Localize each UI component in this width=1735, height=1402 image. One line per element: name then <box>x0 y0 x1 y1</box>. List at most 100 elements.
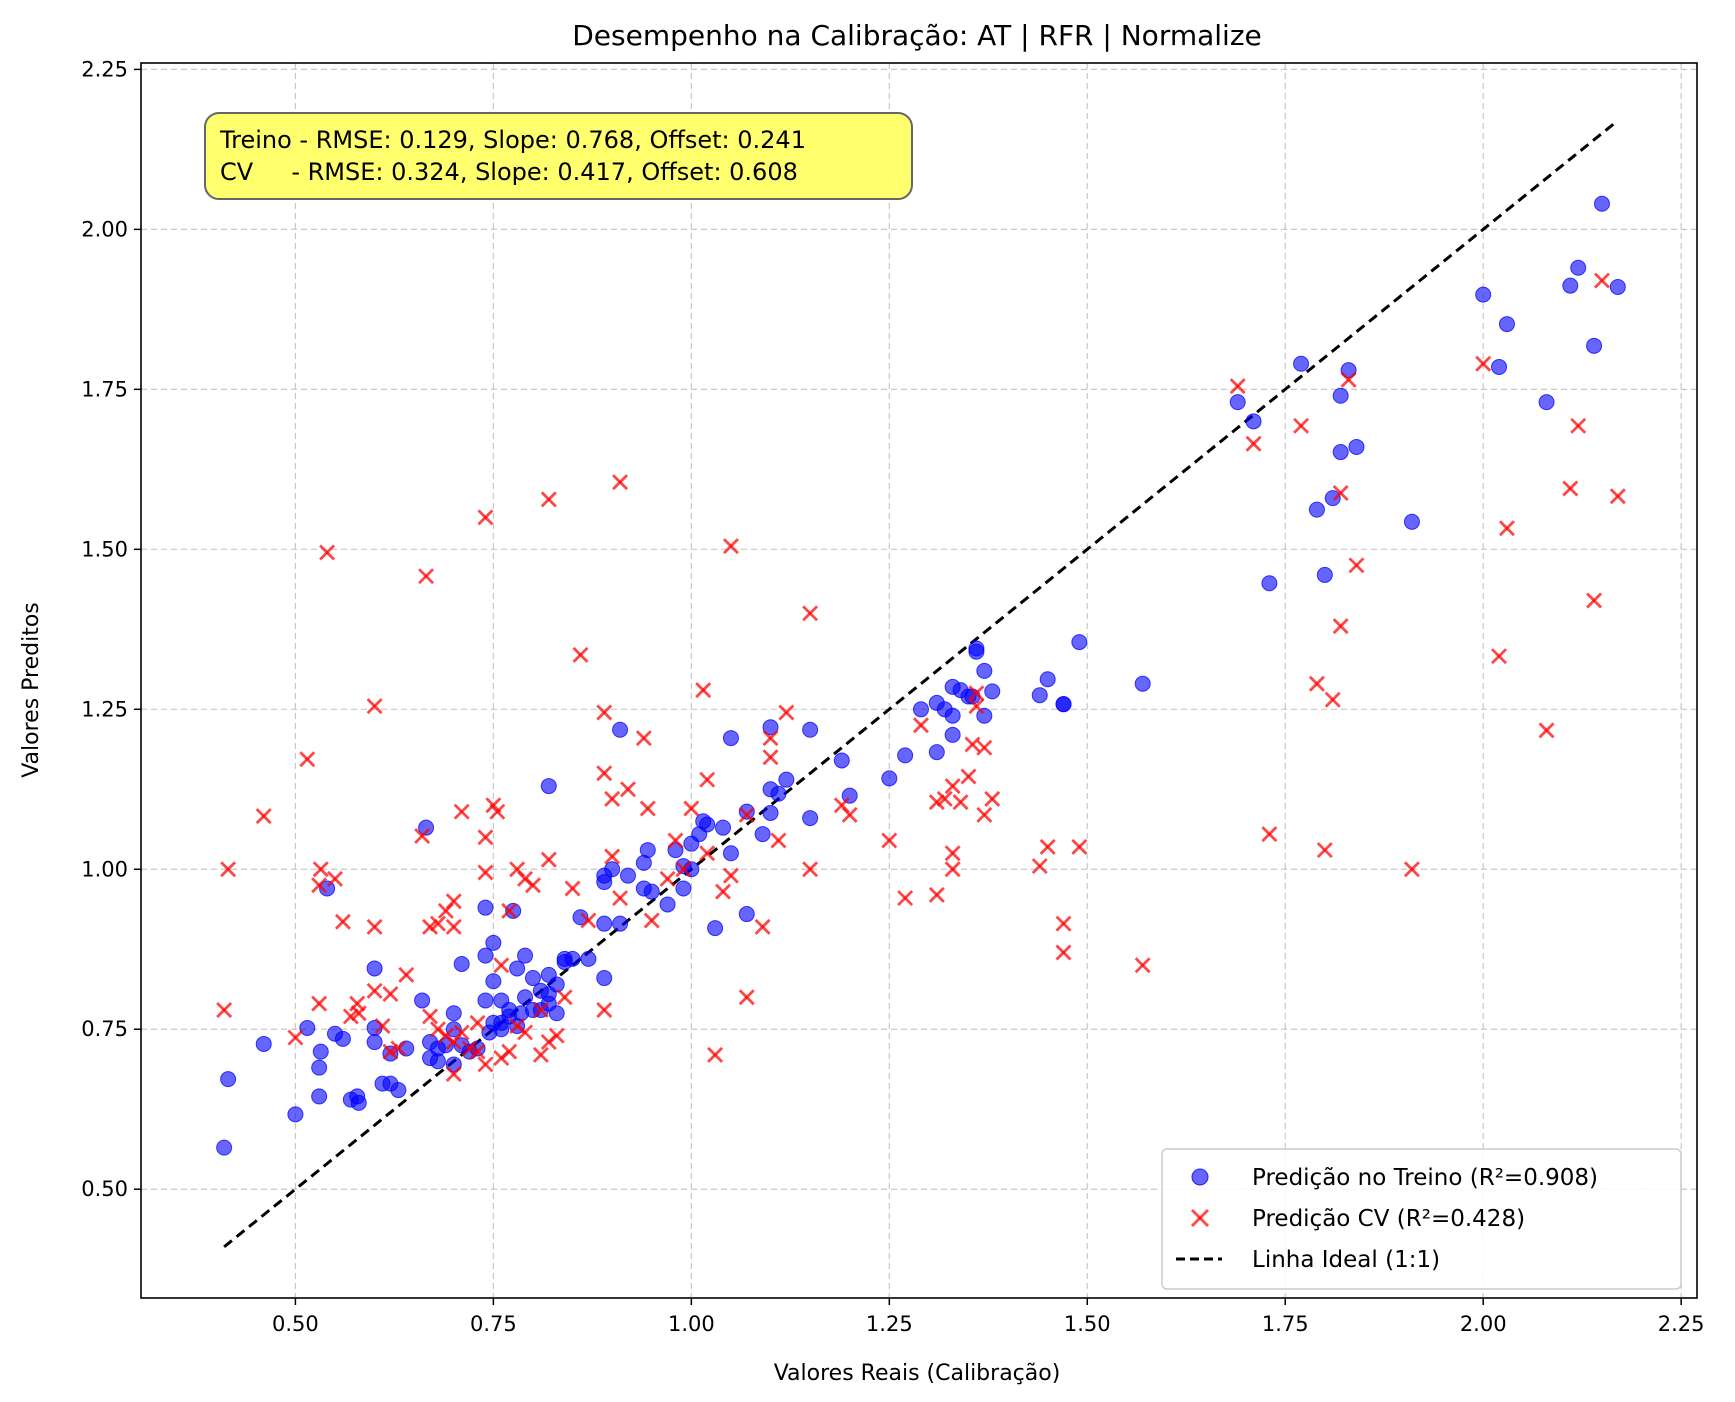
train-point <box>311 1088 328 1105</box>
legend-frame <box>1161 1148 1682 1290</box>
cv-point <box>1031 858 1048 875</box>
train-point <box>1293 355 1310 372</box>
cv-points <box>216 272 1626 1083</box>
cv-point <box>366 698 383 715</box>
train-point <box>418 819 435 836</box>
train-point <box>944 707 961 724</box>
train-point <box>1332 444 1349 461</box>
train-point <box>1562 277 1579 294</box>
cv-point <box>1538 722 1555 739</box>
train-point <box>1475 286 1492 303</box>
x-tick-label: 1.25 <box>866 1312 913 1336</box>
cv-point <box>374 1018 391 1035</box>
y-tick-label: 2.00 <box>81 217 128 241</box>
train-point <box>390 1082 407 1099</box>
x-tick-label: 2.25 <box>1658 1312 1705 1336</box>
cv-point <box>722 867 739 884</box>
cv-point <box>667 832 684 849</box>
train-point <box>540 778 557 795</box>
train-point <box>414 992 431 1009</box>
train-point <box>833 752 850 769</box>
ideal-line <box>223 119 1619 1248</box>
y-axis-label: Valores Preditos <box>19 602 44 778</box>
cv-point <box>1498 520 1515 537</box>
cv-point <box>964 736 981 753</box>
x-tick-label: 1.75 <box>1262 1312 1309 1336</box>
cv-point <box>548 1027 565 1044</box>
cv-point <box>390 1040 407 1057</box>
train-point <box>612 721 629 738</box>
cv-point <box>1332 485 1349 502</box>
train-point <box>738 906 755 923</box>
train-point <box>429 1053 446 1070</box>
train-point <box>398 1040 415 1057</box>
train-point <box>564 950 581 967</box>
cv-point <box>220 861 237 878</box>
cv-point <box>445 918 462 935</box>
train-point <box>517 989 534 1006</box>
train-point <box>437 1037 454 1054</box>
cv-point <box>1593 272 1610 289</box>
train-point <box>524 970 541 987</box>
train-point <box>312 1043 329 1060</box>
cv-point <box>414 828 431 844</box>
legend: Predição no Treino (R²=0.908) Predição C… <box>1161 1148 1682 1290</box>
train-point <box>596 915 613 932</box>
cv-point <box>699 771 716 788</box>
cv-point <box>596 704 613 721</box>
annotation-background <box>204 112 913 200</box>
cv-point <box>1332 618 1349 635</box>
y-tick-label: 1.00 <box>81 857 128 881</box>
cv-point <box>422 1008 439 1025</box>
legend-train-label: Predição no Treino (R²=0.908) <box>1252 1165 1598 1191</box>
train-point <box>505 902 522 919</box>
train-point <box>311 1059 328 1076</box>
cv-point <box>944 845 961 862</box>
cv-point <box>334 913 351 930</box>
train-point <box>619 867 636 884</box>
cv-point <box>366 982 383 999</box>
cv-point <box>604 790 621 807</box>
cv-point <box>445 1066 462 1083</box>
train-point <box>216 1139 233 1156</box>
cv-point <box>366 918 383 935</box>
train-point <box>1261 575 1278 592</box>
cv-point <box>418 568 435 585</box>
train-point <box>220 1071 237 1088</box>
train-point <box>667 842 684 859</box>
train-point <box>912 701 929 718</box>
annotation-line-cv: CV - RMSE: 0.324, Slope: 0.417, Offset: … <box>220 158 798 186</box>
cv-point <box>350 1005 367 1022</box>
train-point <box>722 845 739 862</box>
y-tick-label: 2.25 <box>81 57 128 81</box>
cv-point <box>1071 838 1088 855</box>
train-point <box>350 1094 367 1111</box>
ideal-line-layer <box>223 119 1619 1248</box>
cv-point <box>477 509 494 526</box>
cv-point <box>770 832 787 849</box>
x-tick-label: 0.50 <box>272 1312 319 1336</box>
cv-point <box>604 848 621 865</box>
cv-point <box>524 877 541 894</box>
y-tick-label: 0.50 <box>81 1177 128 1201</box>
x-tick-label: 1.00 <box>668 1312 715 1336</box>
train-point <box>572 909 589 926</box>
train-point <box>722 730 739 747</box>
train-point <box>287 1106 304 1123</box>
cv-point <box>1324 691 1341 708</box>
cv-point <box>489 803 506 820</box>
train-point <box>485 973 502 990</box>
cv-point <box>841 806 858 823</box>
train-point <box>968 640 985 657</box>
legend-cv-marker <box>1190 1208 1210 1228</box>
cv-point <box>1134 957 1151 974</box>
train-point <box>707 920 724 937</box>
y-tick-label: 1.25 <box>81 697 128 721</box>
train-point <box>1245 413 1262 430</box>
train-point <box>1134 675 1151 692</box>
cv-point <box>312 861 329 878</box>
cv-point <box>556 989 573 1006</box>
cv-point <box>881 832 898 849</box>
cv-point <box>287 1029 304 1046</box>
train-point <box>699 816 716 833</box>
